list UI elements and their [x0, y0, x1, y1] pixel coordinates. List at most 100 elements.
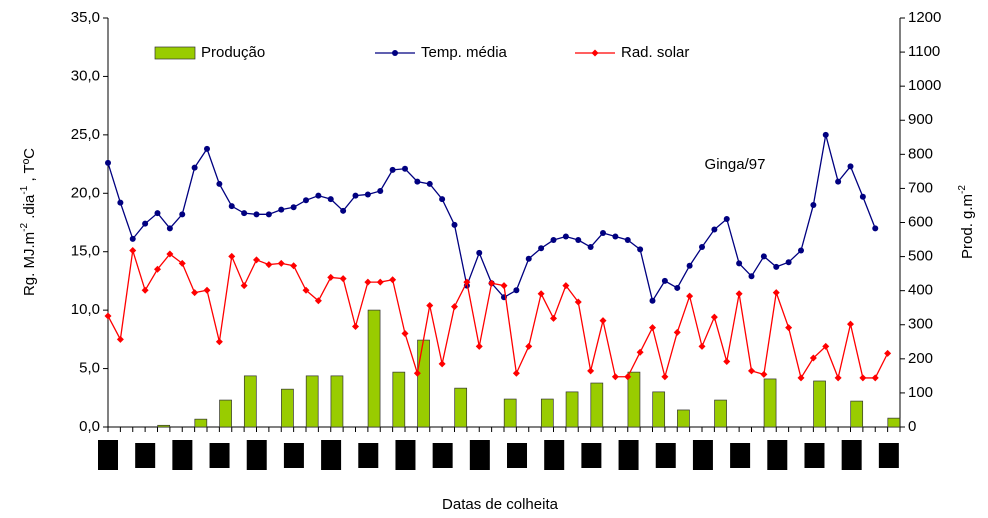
marker: [377, 187, 384, 194]
legend-label: Rad. solar: [621, 44, 689, 61]
marker: [476, 249, 483, 256]
x-label-box: [730, 443, 751, 468]
marker: [550, 237, 557, 244]
marker: [129, 235, 136, 242]
marker: [339, 275, 347, 283]
x-label-box: [618, 440, 639, 470]
bar: [590, 382, 604, 428]
marker: [327, 273, 335, 281]
marker: [414, 178, 421, 185]
marker: [302, 286, 310, 294]
marker: [512, 369, 520, 377]
bar: [887, 417, 901, 428]
y-axis-label-part: -2: [19, 223, 30, 232]
x-label-box: [172, 440, 193, 470]
y-tick-label: 25,0: [71, 126, 100, 143]
bar: [850, 400, 864, 428]
marker: [265, 211, 272, 218]
marker: [686, 292, 694, 300]
marker: [141, 286, 149, 294]
bar: [281, 388, 294, 428]
marker: [834, 374, 842, 382]
bar: [652, 391, 666, 428]
marker: [401, 330, 409, 338]
x-label-box: [655, 443, 676, 468]
marker: [364, 191, 371, 198]
marker: [277, 259, 285, 267]
marker: [426, 180, 433, 187]
y2-axis-label-part: Prod. g.m: [959, 194, 976, 259]
marker: [600, 230, 606, 237]
bar: [305, 375, 319, 428]
marker: [550, 314, 557, 322]
bar: [627, 371, 641, 428]
marker: [352, 192, 359, 199]
x-label-box: [358, 443, 379, 468]
x-label-box: [98, 440, 118, 470]
marker: [748, 273, 755, 280]
legend-marker: [392, 50, 398, 56]
marker: [773, 263, 780, 270]
marker: [129, 247, 137, 255]
legend-label: Produção: [201, 44, 265, 61]
marker: [327, 196, 334, 203]
marker: [228, 252, 236, 260]
y-axis-label-part: Rg. MJ.m: [21, 232, 38, 296]
marker: [241, 210, 248, 217]
y2-axis-label: Prod. g.m-2: [957, 185, 976, 259]
marker: [859, 193, 866, 200]
y-tick-label: 5,0: [79, 360, 100, 377]
y-tick-label: 35,0: [71, 9, 100, 26]
legend-swatch: [154, 46, 196, 60]
marker: [649, 297, 656, 304]
marker: [785, 324, 793, 332]
marker: [748, 367, 755, 375]
bar: [565, 391, 579, 428]
marker: [525, 255, 532, 262]
marker: [488, 279, 496, 287]
bar: [219, 399, 232, 428]
bar: [367, 309, 381, 428]
bar: [714, 399, 727, 428]
marker: [810, 201, 817, 208]
marker: [475, 342, 483, 350]
marker: [290, 204, 297, 211]
marker: [698, 342, 706, 350]
marker: [661, 277, 668, 284]
marker: [105, 159, 111, 166]
x-label-box: [841, 440, 862, 470]
marker: [673, 328, 681, 336]
bar: [540, 398, 554, 428]
marker: [142, 220, 149, 227]
y2-tick-label: 600: [908, 213, 933, 230]
marker: [104, 312, 112, 320]
marker: [760, 370, 768, 378]
y2-tick-label: 1100: [908, 43, 940, 60]
marker: [699, 244, 705, 251]
marker: [426, 301, 434, 309]
marker: [204, 145, 210, 152]
x-label-box: [395, 440, 416, 470]
bar: [194, 418, 208, 428]
y2-tick-label: 1200: [908, 9, 941, 26]
marker: [835, 178, 842, 185]
x-label-box: [878, 443, 899, 468]
marker: [736, 260, 743, 267]
x-axis-label: Datas de colheita: [442, 496, 559, 513]
marker: [179, 211, 186, 218]
marker: [599, 317, 607, 325]
marker: [798, 247, 804, 254]
bar: [157, 424, 171, 428]
marker: [624, 237, 631, 244]
y2-tick-label: 700: [908, 179, 933, 196]
marker: [624, 373, 632, 381]
marker: [215, 338, 223, 346]
marker: [451, 303, 458, 311]
marker: [822, 342, 830, 350]
marker: [574, 298, 582, 306]
marker: [154, 265, 161, 273]
marker: [711, 226, 718, 233]
bar: [454, 387, 468, 428]
